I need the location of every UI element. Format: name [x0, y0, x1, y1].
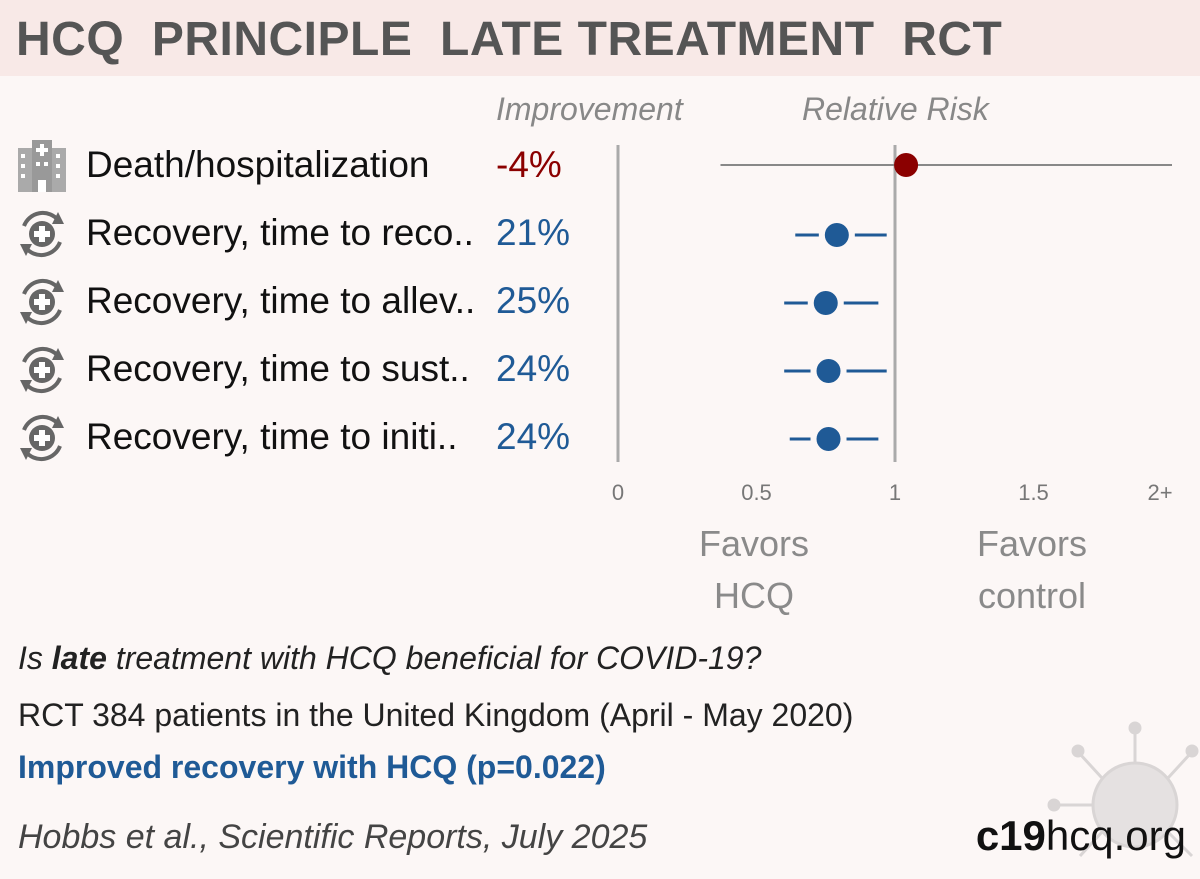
outcome-label: Recovery, time to sust.. [86, 348, 470, 389]
x-tick-label: 1.5 [1018, 480, 1049, 505]
favors-hcq-line2: HCQ [714, 575, 794, 616]
improvement-value: 21% [496, 212, 571, 253]
brand-part1: c19 [975, 812, 1046, 859]
question-text: Is late treatment with HCQ beneficial fo… [18, 640, 761, 677]
outcome-label: Recovery, time to initi.. [86, 416, 458, 457]
favors-control-line1: Favors [976, 523, 1088, 564]
recovery-icon [20, 414, 64, 462]
favors-hcq-line1: Favors [698, 523, 810, 564]
page-title: HCQ PRINCIPLE LATE TREATMENT RCT [16, 13, 1003, 66]
point-estimate [824, 223, 849, 247]
question-post: treatment with HCQ beneficial for COVID-… [106, 640, 762, 676]
x-tick-label: 0 [612, 480, 624, 505]
brand-part2: hcq.org [1045, 812, 1186, 859]
study-description: RCT 384 patients in the United Kingdom (… [18, 697, 854, 733]
x-tick-label: 0.5 [741, 480, 772, 505]
conclusion-text: Improved recovery with HCQ (p=0.022) [18, 749, 606, 785]
improvement-value: 24% [496, 416, 571, 457]
point-estimate [813, 291, 838, 315]
relative-risk-header: Relative Risk [802, 91, 989, 127]
point-estimate [816, 427, 841, 451]
point-estimate [894, 153, 919, 177]
improvement-value: -4% [496, 144, 562, 185]
x-tick-label: 2+ [1147, 480, 1172, 505]
citation: Hobbs et al., Scientific Reports, July 2… [18, 818, 648, 856]
virus-icon [1047, 721, 1199, 858]
recovery-icon [20, 210, 64, 258]
header-band [0, 0, 1200, 76]
favors-control-line2: control [977, 575, 1087, 616]
recovery-icon [20, 346, 64, 394]
x-tick-label: 1 [889, 480, 901, 505]
outcome-label: Recovery, time to allev.. [86, 280, 476, 321]
improvement-header: Improvement [496, 91, 683, 127]
favors-control-label: Favors control [932, 518, 1132, 622]
hospital-icon [18, 140, 66, 192]
outcome-label: Death/hospitalization [86, 144, 430, 185]
point-estimate [816, 359, 841, 383]
outcome-label: Recovery, time to reco.. [86, 212, 474, 253]
improvement-value: 25% [496, 280, 571, 321]
recovery-icon [20, 278, 64, 326]
question-pre: Is [18, 640, 52, 676]
favors-hcq-label: Favors HCQ [654, 518, 854, 622]
brand-logo: c19hcq.org [976, 812, 1186, 860]
question-bold: late [51, 640, 107, 676]
improvement-value: 24% [496, 348, 571, 389]
forest-plot: 0 0.5 1 1.5 2+ [612, 145, 1173, 505]
